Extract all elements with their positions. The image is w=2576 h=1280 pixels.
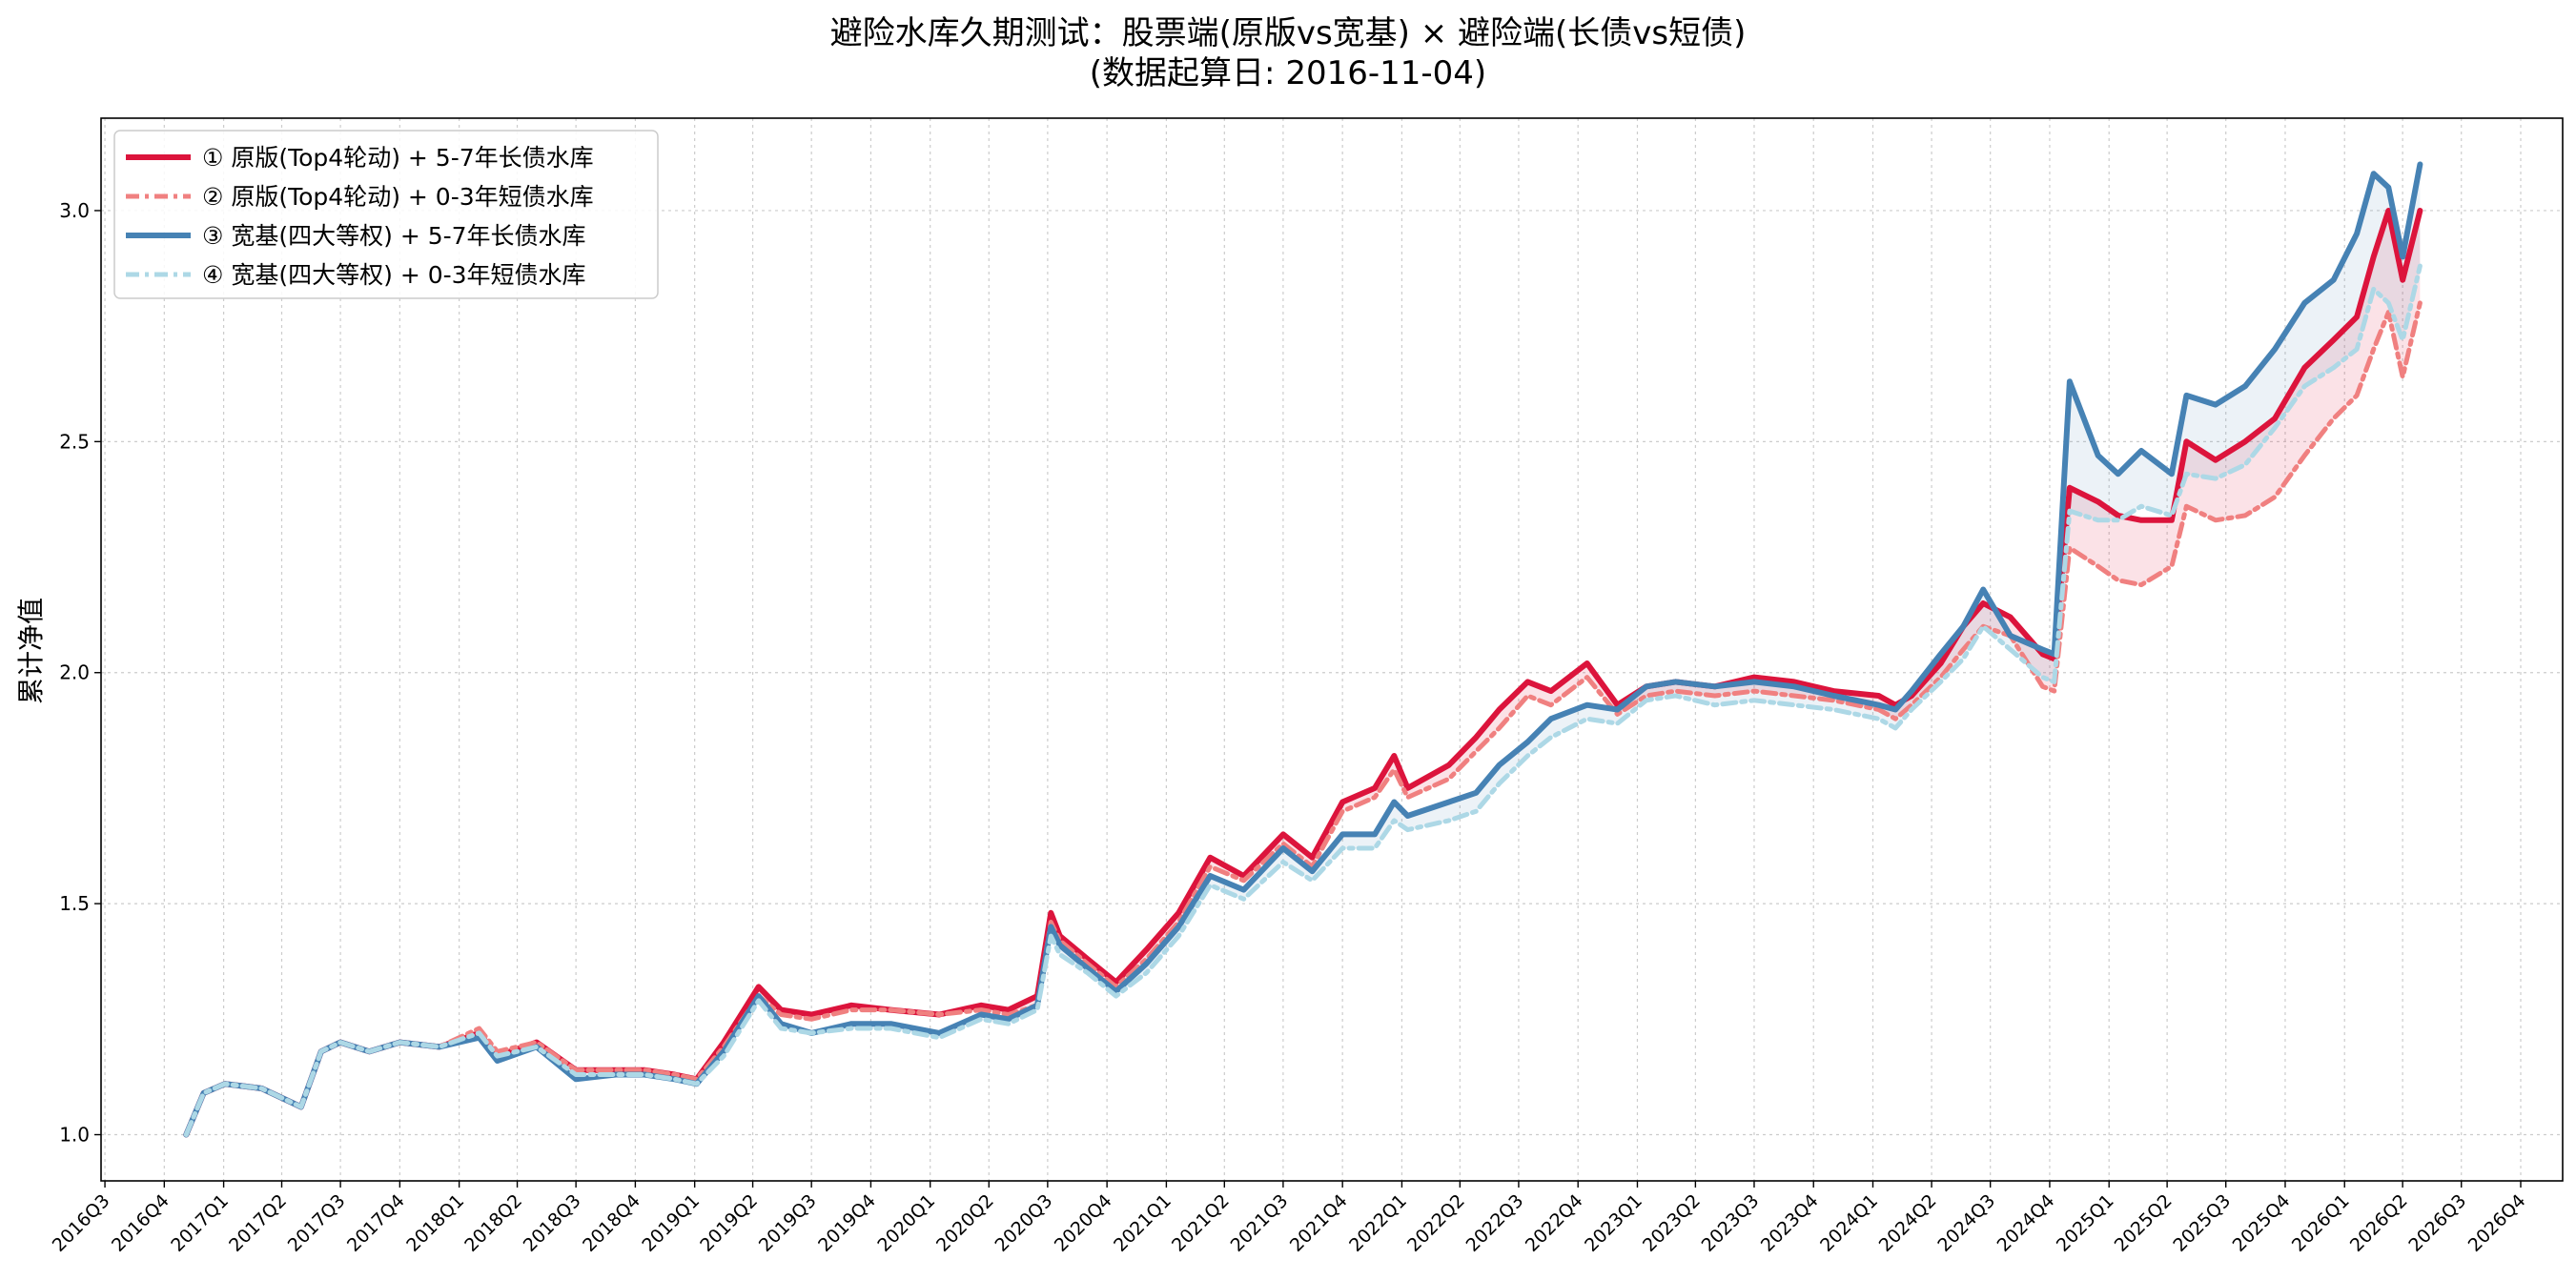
- legend-entry: ① 原版(Top4轮动) + 5-7年长债水库: [202, 144, 594, 172]
- legend: ① 原版(Top4轮动) + 5-7年长债水库 ② 原版(Top4轮动) + 0-…: [113, 130, 659, 299]
- y-tick-label: 1.0: [59, 1124, 90, 1147]
- y-tick-label: 1.5: [59, 892, 90, 915]
- plot-frame: [100, 117, 2564, 1182]
- y-tick-label: 2.0: [59, 661, 90, 684]
- y-tick-label: 3.0: [59, 199, 90, 222]
- grid-lines: [101, 118, 2563, 1181]
- series-line-3: [183, 161, 2423, 1138]
- series-lines: [183, 161, 2423, 1138]
- legend-entry: ② 原版(Top4轮动) + 0-3年短债水库: [202, 183, 594, 211]
- series-line-4: [183, 263, 2423, 1137]
- y-tick-label: 2.5: [59, 430, 90, 453]
- chart-title: 避险水库久期测试：股票端(原版vs宽基) × 避险端(长债vs短债): [830, 14, 1747, 52]
- legend-entry: ③ 宽基(四大等权) + 5-7年长债水库: [202, 222, 586, 250]
- series-line-2: [183, 300, 2423, 1137]
- chart-subtitle: (数据起算日: 2016-11-04): [1090, 54, 1486, 92]
- legend-box: [113, 130, 659, 299]
- y-axis-label: 累计净值: [15, 598, 47, 704]
- legend-entry: ④ 宽基(四大等权) + 0-3年短债水库: [202, 261, 586, 289]
